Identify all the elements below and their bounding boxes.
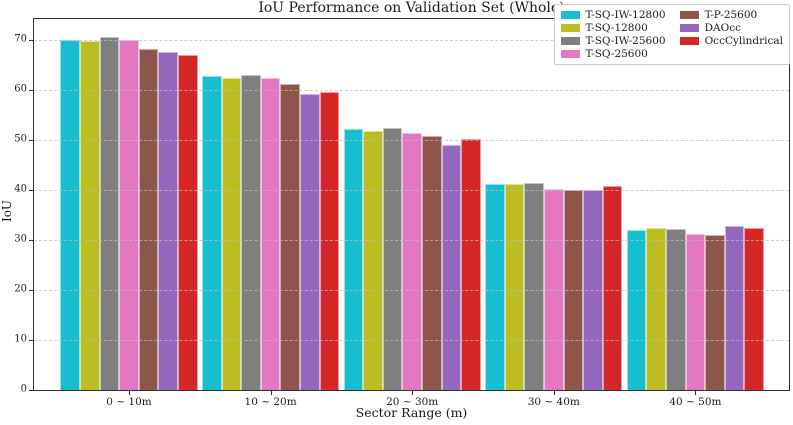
bar-T-SQ-IW-12800-10~20m bbox=[202, 75, 222, 390]
x-tick-1 bbox=[270, 391, 272, 395]
bar-OccCylindrical-20~30m bbox=[461, 139, 481, 390]
y-tick-label-70: 70 bbox=[14, 33, 27, 45]
bar-DAOcc-30~40m bbox=[583, 189, 603, 390]
bar-OccCylindrical-40~50m bbox=[744, 227, 764, 390]
chart-title: IoU Performance on Validation Set (Whole… bbox=[258, 0, 565, 16]
bar-OccCylindrical-30~40m bbox=[602, 186, 623, 390]
bar-T-SQ-12800-40~50m bbox=[646, 228, 666, 390]
bar-T-P-25600-10~20m bbox=[280, 84, 300, 390]
bar-T-SQ-12800-20~30m bbox=[363, 130, 383, 390]
x-tick-4 bbox=[695, 391, 697, 395]
legend-label: T-SQ-IW-12800 bbox=[585, 8, 666, 21]
bar-DAOcc-40~50m bbox=[724, 225, 745, 390]
y-tick-0 bbox=[29, 390, 33, 391]
legend-item-DAOcc: DAOcc bbox=[679, 21, 783, 34]
y-tick-10 bbox=[29, 340, 33, 341]
bar-T-SQ-IW-12800-30~40m bbox=[485, 183, 505, 390]
x-axis-label: Sector Range (m) bbox=[355, 405, 468, 420]
legend-swatch-icon bbox=[560, 23, 580, 32]
legend-item-T-SQ-12800: T-SQ-12800 bbox=[560, 21, 666, 34]
legend-column-2: T-P-25600 DAOcc OccCylindrical bbox=[679, 8, 783, 47]
x-tick-2 bbox=[412, 391, 414, 395]
bar-T-SQ-25600-20~30m bbox=[402, 132, 422, 390]
x-tick-label-0: 0 ~ 10m bbox=[106, 396, 152, 408]
y-tick-label-10: 10 bbox=[14, 333, 27, 345]
legend-swatch-icon bbox=[679, 36, 699, 45]
legend-swatch-icon bbox=[679, 10, 699, 19]
x-tick-0 bbox=[129, 391, 130, 395]
legend-item-T-SQ-IW-12800: T-SQ-IW-12800 bbox=[560, 8, 666, 21]
y-tick-20 bbox=[29, 290, 33, 291]
legend-swatch-icon bbox=[560, 10, 580, 19]
bar-T-P-25600-20~30m bbox=[422, 135, 442, 390]
legend-item-T-P-25600: T-P-25600 bbox=[679, 8, 783, 21]
legend-item-OccCylindrical: OccCylindrical bbox=[679, 34, 783, 47]
legend-label: T-P-25600 bbox=[704, 8, 758, 21]
y-tick-label-50: 50 bbox=[14, 133, 27, 145]
y-tick-label-60: 60 bbox=[14, 83, 27, 95]
bar-DAOcc-0~10m bbox=[158, 51, 178, 390]
y-tick-30 bbox=[29, 240, 33, 241]
y-tick-50 bbox=[29, 140, 33, 141]
legend-label: T-SQ-IW-25600 bbox=[585, 34, 666, 47]
legend-label: T-SQ-12800 bbox=[585, 21, 648, 34]
legend: T-SQ-IW-12800 T-SQ-12800 T-SQ-IW-25600 T-SQ… bbox=[553, 4, 790, 65]
x-tick-3 bbox=[553, 391, 555, 395]
x-tick-label-1: 10 ~ 20m bbox=[244, 396, 297, 408]
plot-area: 0 10 20 30 40 50 60 70 0 ~ 10m 10 ~ 20m 20 ~ 30m 30… bbox=[14, 18, 790, 408]
y-tick-label-20: 20 bbox=[14, 283, 27, 295]
legend-swatch-icon bbox=[560, 36, 580, 45]
bar-T-SQ-25600-0~10m bbox=[119, 40, 139, 390]
bar-T-SQ-IW-25600-30~40m bbox=[524, 183, 544, 390]
bar-T-SQ-IW-25600-0~10m bbox=[99, 37, 120, 390]
bar-T-P-25600-0~10m bbox=[138, 49, 159, 390]
bar-T-SQ-12800-0~10m bbox=[80, 40, 100, 390]
bar-T-SQ-25600-40~50m bbox=[685, 234, 706, 390]
bar-T-SQ-IW-25600-40~50m bbox=[666, 228, 686, 390]
y-tick-label-0: 0 bbox=[20, 383, 27, 395]
bar-T-SQ-25600-30~40m bbox=[544, 188, 564, 390]
bar-DAOcc-10~20m bbox=[300, 93, 320, 390]
bar-T-SQ-25600-10~20m bbox=[260, 77, 281, 390]
bar-T-P-25600-40~50m bbox=[705, 235, 725, 390]
x-tick-label-3: 30 ~ 40m bbox=[527, 396, 580, 408]
bar-T-SQ-IW-12800-40~50m bbox=[626, 230, 647, 390]
legend-swatch-icon bbox=[560, 49, 580, 58]
y-tick-60 bbox=[29, 90, 33, 91]
legend-label: T-SQ-25600 bbox=[585, 47, 648, 60]
y-tick-70 bbox=[29, 40, 33, 41]
bar-OccCylindrical-0~10m bbox=[178, 54, 198, 390]
bar-T-SQ-12800-30~40m bbox=[504, 184, 525, 390]
y-tick-label-30: 30 bbox=[14, 233, 27, 245]
bar-T-P-25600-30~40m bbox=[563, 190, 584, 390]
bar-DAOcc-20~30m bbox=[441, 145, 462, 390]
legend-label: DAOcc bbox=[704, 21, 741, 34]
legend-item-T-SQ-25600: T-SQ-25600 bbox=[560, 47, 666, 60]
legend-swatch-icon bbox=[679, 23, 699, 32]
legend-column-1: T-SQ-IW-12800 T-SQ-12800 T-SQ-IW-25600 T-SQ… bbox=[560, 8, 666, 60]
bar-OccCylindrical-10~20m bbox=[319, 91, 340, 390]
legend-item-T-SQ-IW-25600: T-SQ-IW-25600 bbox=[560, 34, 666, 47]
bar-T-SQ-IW-25600-10~20m bbox=[241, 74, 261, 390]
y-tick-40 bbox=[29, 190, 33, 191]
y-tick-label-40: 40 bbox=[14, 183, 27, 195]
bar-T-SQ-IW-25600-20~30m bbox=[382, 128, 403, 390]
x-tick-label-4: 40 ~ 50m bbox=[669, 396, 722, 408]
bar-T-SQ-IW-12800-0~10m bbox=[60, 39, 80, 390]
x-tick-label-2: 20 ~ 30m bbox=[386, 396, 439, 408]
bar-T-SQ-12800-10~20m bbox=[221, 78, 242, 390]
legend-label: OccCylindrical bbox=[704, 34, 783, 47]
bar-T-SQ-IW-12800-20~30m bbox=[343, 129, 364, 390]
